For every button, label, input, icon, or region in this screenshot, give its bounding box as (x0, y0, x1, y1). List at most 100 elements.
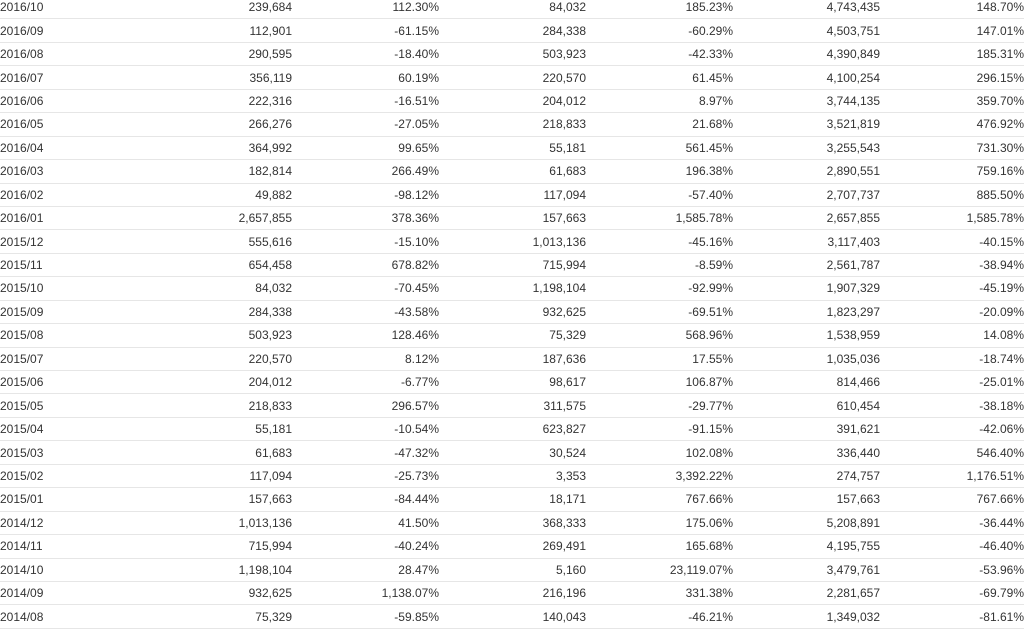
change-b-cell: 106.87% (586, 370, 733, 395)
table-row: 2016/09 112,901 -61.15% 284,338 -60.29% 4,503… (0, 18, 1024, 43)
period-cell: 2015/03 (0, 440, 146, 465)
change-b-cell: 102.08% (586, 440, 733, 465)
table-row: 2016/05 266,276 -27.05% 218,833 21.68% 3,521,… (0, 112, 1024, 137)
value-b-cell: 61,683 (439, 159, 586, 184)
value-c-cell: 3,521,819 (733, 112, 880, 137)
change-b-cell: -29.77% (586, 393, 733, 418)
change-b-cell: 21.68% (586, 112, 733, 137)
value-b-cell: 1,198,104 (439, 276, 586, 301)
value-b-cell: 187,636 (439, 347, 586, 372)
change-b-cell: -42.33% (586, 42, 733, 67)
value-a-cell: 356,119 (146, 65, 292, 90)
table-row: 2016/10 239,684 112.30% 84,032 185.23% 4,743,… (0, 0, 1024, 20)
value-b-cell: 1,013,136 (439, 229, 586, 254)
change-a-cell: -61.15% (292, 18, 439, 43)
change-b-cell: 23,119.07% (586, 558, 733, 582)
change-c-cell: 476.92% (880, 112, 1024, 137)
change-c-cell: -45.19% (880, 276, 1024, 301)
value-a-cell: 1,198,104 (146, 558, 292, 582)
change-a-cell: 99.65% (292, 136, 439, 161)
table-row: 2016/06 222,316 -16.51% 204,012 8.97% 3,744,1… (0, 89, 1024, 114)
value-c-cell: 336,440 (733, 440, 880, 465)
change-a-cell: -6.77% (292, 370, 439, 395)
period-cell: 2014/11 (0, 534, 146, 559)
value-c-cell: 3,479,761 (733, 558, 880, 582)
change-a-cell: 8.12% (292, 347, 439, 372)
value-c-cell: 2,657,855 (733, 206, 880, 231)
change-a-cell: 60.19% (292, 65, 439, 90)
period-cell: 2016/03 (0, 159, 146, 184)
change-c-cell: 359.70% (880, 89, 1024, 114)
period-cell: 2014/09 (0, 581, 146, 606)
value-a-cell: 182,814 (146, 159, 292, 184)
value-a-cell: 117,094 (146, 464, 292, 489)
change-a-cell: -70.45% (292, 276, 439, 301)
period-cell: 2015/09 (0, 300, 146, 325)
change-b-cell: 8.97% (586, 89, 733, 114)
table-row: 2015/11 654,458 678.82% 715,994 -8.59% 2,561,… (0, 253, 1024, 278)
value-b-cell: 220,570 (439, 65, 586, 90)
change-c-cell: 185.31% (880, 42, 1024, 67)
value-a-cell: 555,616 (146, 229, 292, 254)
change-a-cell: 112.30% (292, 0, 439, 20)
value-b-cell: 623,827 (439, 417, 586, 442)
period-cell: 2016/01 (0, 206, 146, 231)
change-b-cell: -45.16% (586, 229, 733, 254)
change-a-cell: 266.49% (292, 159, 439, 184)
change-b-cell: -46.21% (586, 604, 733, 629)
period-cell: 2015/10 (0, 276, 146, 301)
value-c-cell: 1,907,329 (733, 276, 880, 301)
change-a-cell: -15.10% (292, 229, 439, 254)
value-c-cell: 1,035,036 (733, 347, 880, 372)
value-b-cell: 715,994 (439, 253, 586, 278)
change-c-cell: 1,585.78% (880, 206, 1024, 231)
value-a-cell: 364,992 (146, 136, 292, 161)
value-a-cell: 284,338 (146, 300, 292, 325)
period-cell: 2014/10 (0, 558, 146, 582)
value-b-cell: 117,094 (439, 183, 586, 207)
value-c-cell: 5,208,891 (733, 511, 880, 536)
period-cell: 2016/05 (0, 112, 146, 137)
value-c-cell: 2,561,787 (733, 253, 880, 278)
change-a-cell: -40.24% (292, 534, 439, 559)
period-cell: 2014/08 (0, 604, 146, 629)
change-a-cell: -10.54% (292, 417, 439, 442)
value-a-cell: 2,657,855 (146, 206, 292, 231)
value-a-cell: 222,316 (146, 89, 292, 114)
table-row: 2014/12 1,013,136 41.50% 368,333 175.06% 5,20… (0, 511, 1024, 536)
change-a-cell: -16.51% (292, 89, 439, 114)
value-c-cell: 157,663 (733, 487, 880, 512)
value-b-cell: 204,012 (439, 89, 586, 114)
value-a-cell: 112,901 (146, 18, 292, 43)
change-a-cell: 28.47% (292, 558, 439, 582)
change-c-cell: 1,176.51% (880, 464, 1024, 489)
value-a-cell: 218,833 (146, 393, 292, 418)
value-a-cell: 61,683 (146, 440, 292, 465)
period-cell: 2016/04 (0, 136, 146, 161)
change-b-cell: 185.23% (586, 0, 733, 20)
value-a-cell: 266,276 (146, 112, 292, 137)
value-c-cell: 3,255,543 (733, 136, 880, 161)
change-c-cell: 147.01% (880, 18, 1024, 43)
value-c-cell: 274,757 (733, 464, 880, 489)
table-row: 2015/06 204,012 -6.77% 98,617 106.87% 814,466… (0, 370, 1024, 395)
change-b-cell: 165.68% (586, 534, 733, 559)
value-a-cell: 503,923 (146, 323, 292, 348)
period-cell: 2016/08 (0, 42, 146, 67)
table-row: 2015/09 284,338 -43.58% 932,625 -69.51% 1,823… (0, 300, 1024, 325)
period-cell: 2016/06 (0, 89, 146, 114)
change-b-cell: 331.38% (586, 581, 733, 606)
value-a-cell: 932,625 (146, 581, 292, 606)
change-c-cell: 767.66% (880, 487, 1024, 512)
table-row: 2014/08 75,329 -59.85% 140,043 -46.21% 1,349,… (0, 604, 1024, 629)
value-b-cell: 75,329 (439, 323, 586, 348)
value-a-cell: 220,570 (146, 347, 292, 372)
change-a-cell: -47.32% (292, 440, 439, 465)
change-c-cell: -81.61% (880, 604, 1024, 629)
table-row: 2015/01 157,663 -84.44% 18,171 767.66% 157,66… (0, 487, 1024, 512)
value-c-cell: 3,117,403 (733, 229, 880, 254)
change-a-cell: 296.57% (292, 393, 439, 418)
change-c-cell: -38.18% (880, 393, 1024, 418)
table-row: 2016/02 49,882 -98.12% 117,094 -57.40% 2,707,… (0, 183, 1024, 207)
